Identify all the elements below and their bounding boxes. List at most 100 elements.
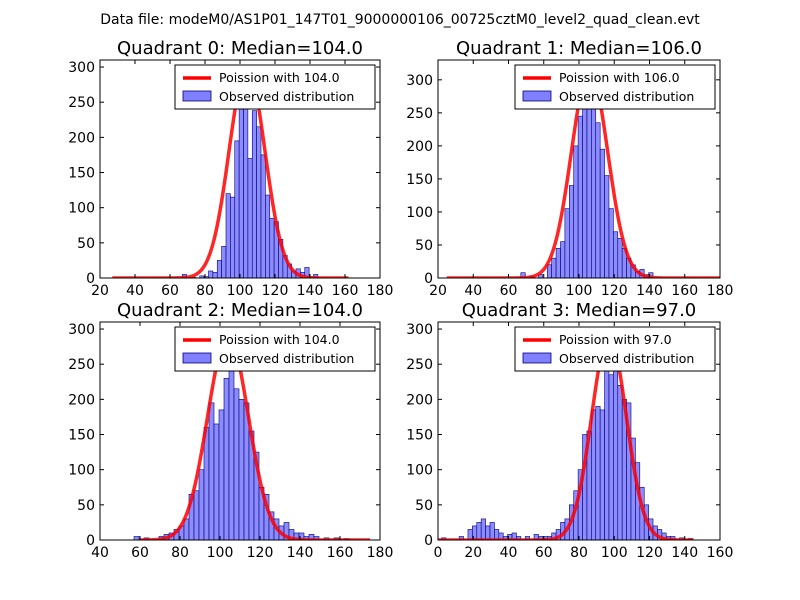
hist-bar <box>208 402 215 540</box>
x-tick-label: 80 <box>570 545 588 561</box>
hist-bar <box>595 406 601 540</box>
hist-bar <box>133 536 140 540</box>
plot-area <box>438 334 695 540</box>
x-tick-label: 160 <box>707 545 734 561</box>
y-tick-label: 100 <box>406 205 433 221</box>
figure-suptitle: Data file: modeM0/AS1P01_147T01_90000001… <box>100 12 700 28</box>
poisson-curve <box>139 334 371 540</box>
legend-hist-label: Observed distribution <box>219 89 354 104</box>
x-tick-label: 180 <box>367 283 394 299</box>
x-tick-label: 100 <box>566 283 593 299</box>
legend-box <box>174 326 376 372</box>
hist-bar <box>489 522 495 540</box>
x-tick-label: 60 <box>535 545 553 561</box>
x-tick-label: 140 <box>671 545 698 561</box>
x-tick-label: 60 <box>131 545 149 561</box>
subplot-quadrant-0: Quadrant 0: Median=104.0 20 40 60 80 100 120 14… <box>68 38 393 299</box>
y-tick-label: 250 <box>68 95 95 111</box>
x-tick-label: 40 <box>464 283 482 299</box>
y-tick-label: 0 <box>424 533 433 549</box>
legend-curve-label: Poission with 104.0 <box>219 332 340 347</box>
hist-bar <box>617 384 623 540</box>
legend-hist-swatch <box>182 90 212 102</box>
legend-hist-label: Observed distribution <box>559 89 694 104</box>
legend-curve-label: Poission with 104.0 <box>219 70 340 85</box>
hist-bar <box>243 91 249 278</box>
hist-bar <box>230 196 236 278</box>
hist-bar <box>476 522 482 540</box>
hist-bar <box>591 409 597 540</box>
x-tick-label: 160 <box>671 283 698 299</box>
y-tick-label: 300 <box>68 322 95 338</box>
y-tick-label: 200 <box>406 392 433 408</box>
y-tick-label: 0 <box>86 271 95 287</box>
hist-bar <box>216 260 222 278</box>
y-tick-label: 100 <box>68 463 95 479</box>
hist-bar <box>608 374 614 540</box>
legend: Poission with 97.0 Observed distribution <box>514 326 716 372</box>
hist-bar <box>617 238 623 278</box>
x-tick-label: 40 <box>500 545 518 561</box>
legend-hist-swatch <box>182 352 212 364</box>
hist-bar <box>269 217 275 278</box>
y-tick-label: 100 <box>406 463 433 479</box>
hist-bar <box>203 427 210 540</box>
y-tick-label: 200 <box>68 392 95 408</box>
poisson-curve <box>438 334 695 540</box>
y-tick-label: 250 <box>406 357 433 373</box>
x-tick-label: 80 <box>171 545 189 561</box>
hist-bar <box>198 469 205 540</box>
hist-bar <box>251 110 257 278</box>
y-tick-label: 300 <box>406 322 433 338</box>
hist-bar <box>212 272 218 278</box>
x-tick-label: 120 <box>636 545 663 561</box>
x-tick-label: 60 <box>161 283 179 299</box>
hist-bar <box>238 399 245 540</box>
hist-bar <box>604 175 610 278</box>
hist-bar <box>595 122 601 278</box>
x-tick-label: 80 <box>196 283 214 299</box>
hist-bar <box>458 536 464 540</box>
hist-bar <box>223 377 230 540</box>
x-tick-label: 40 <box>126 283 144 299</box>
hist-bar <box>546 264 552 278</box>
x-tick-label: 160 <box>327 545 354 561</box>
hist-bar <box>225 193 231 278</box>
x-tick-label: 100 <box>207 545 234 561</box>
x-tick-label: 140 <box>297 283 324 299</box>
axes-frame <box>99 321 381 541</box>
x-tick-label: 20 <box>91 283 109 299</box>
hist-bar <box>218 409 225 540</box>
legend-box <box>174 64 376 110</box>
hist-bar <box>265 194 271 278</box>
subplot-quadrant-1: Quadrant 1: Median=106.0 20 40 60 80 100 120 14… <box>406 38 733 299</box>
x-tick-label: 180 <box>707 283 734 299</box>
y-tick-label: 0 <box>86 533 95 549</box>
y-tick-label: 150 <box>68 428 95 444</box>
hist-bar <box>599 409 605 540</box>
hist-bar <box>555 247 561 278</box>
y-tick-label: 150 <box>406 172 433 188</box>
hist-bar <box>208 270 214 278</box>
x-tick-label: 100 <box>601 545 628 561</box>
x-tick-label: 0 <box>434 545 443 561</box>
x-tick-label: 120 <box>247 545 274 561</box>
y-tick-label: 50 <box>415 238 433 254</box>
x-tick-label: 80 <box>535 283 553 299</box>
y-tick-label: 300 <box>406 73 433 89</box>
hist-bar <box>591 99 597 278</box>
subplot-title: Quadrant 3: Median=97.0 <box>462 300 697 321</box>
hist-bar <box>247 158 253 278</box>
hist-bar <box>564 208 570 278</box>
y-tick-label: 300 <box>68 60 95 76</box>
y-tick-label: 200 <box>68 130 95 146</box>
subplot-title: Quadrant 0: Median=104.0 <box>117 38 363 59</box>
hist-bar <box>516 536 522 540</box>
y-tick-label: 50 <box>415 498 433 514</box>
hist-bar <box>480 518 486 540</box>
y-tick-label: 250 <box>68 357 95 373</box>
hist-bar <box>560 241 566 278</box>
legend-hist-label: Observed distribution <box>219 351 354 366</box>
x-tick-label: 20 <box>464 545 482 561</box>
